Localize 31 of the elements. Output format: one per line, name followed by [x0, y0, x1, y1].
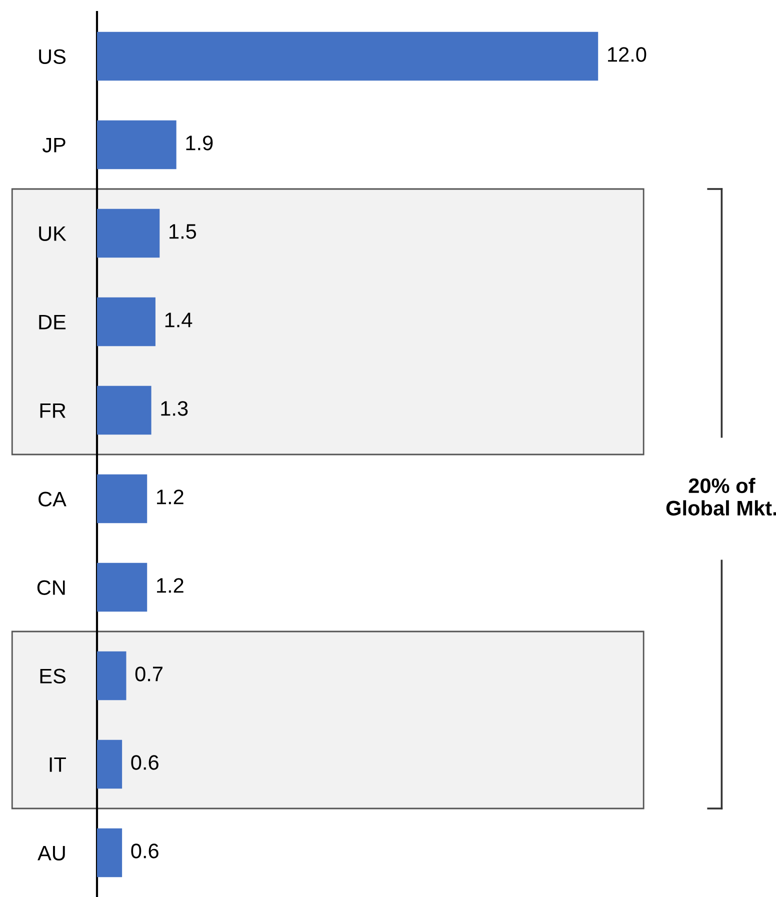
- y-tick-label: CN: [37, 580, 65, 596]
- data-label: 1.2: [157, 578, 184, 593]
- y-tick-label: DE: [39, 314, 66, 330]
- data-label: 0.7: [135, 666, 162, 682]
- bar: [97, 740, 122, 789]
- bar: [97, 297, 156, 346]
- data-label: 1.3: [161, 401, 188, 416]
- bar: [97, 208, 160, 258]
- data-label: 1.2: [157, 490, 184, 504]
- bar: [97, 386, 152, 435]
- y-tick-label: JP: [42, 138, 66, 153]
- data-label: 0.6: [131, 844, 158, 858]
- data-label: 1.9: [186, 136, 213, 150]
- bar: [97, 120, 176, 170]
- text: 20% of Global Mkt.: [666, 478, 776, 516]
- y-tick-label: UK: [39, 226, 66, 242]
- bar: [97, 828, 122, 878]
- y-tick-label: IT: [50, 757, 66, 772]
- data-label: 1.4: [165, 312, 192, 328]
- data-label: 0.6: [131, 755, 158, 770]
- bar: [97, 32, 598, 81]
- data-label: 12.0: [608, 47, 646, 62]
- bar: [97, 474, 148, 524]
- y-tick-label: FR: [40, 403, 66, 418]
- y-tick-label: US: [39, 49, 66, 64]
- y-tick-label: AU: [38, 846, 65, 861]
- bar: [97, 562, 148, 612]
- y-tick-label: CA: [38, 492, 66, 507]
- data-label: 1.5: [170, 224, 196, 239]
- y-tick-label: ES: [40, 668, 66, 684]
- bar: [97, 651, 126, 700]
